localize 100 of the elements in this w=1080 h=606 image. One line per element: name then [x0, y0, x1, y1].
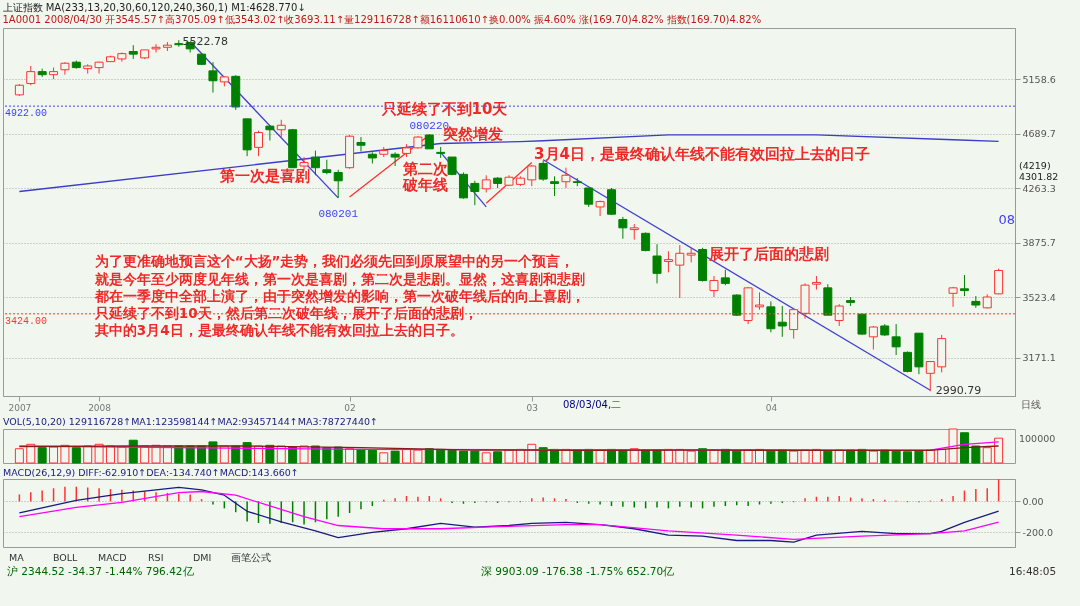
bar	[447, 449, 457, 464]
candlestick	[26, 65, 36, 86]
text: RSI	[148, 552, 164, 563]
chart-title: 上证指数 MA(233,13,20,30,60,120,240,360,1) M1:4628.770↓	[2, 2, 306, 13]
candlestick	[891, 323, 901, 356]
bar	[367, 449, 377, 464]
bar	[914, 450, 924, 464]
annotation: 08	[998, 211, 1016, 227]
y-tick-label: 0.00	[1022, 495, 1044, 507]
y-tick-label: -200.0	[1022, 526, 1054, 538]
bar	[618, 449, 628, 464]
candlestick	[959, 274, 969, 297]
candlestick	[777, 305, 787, 338]
bar	[436, 448, 446, 464]
x-tick-label: 02	[344, 402, 356, 413]
annotation: 就是今年至少两度见年线，第一次是喜剧，第二次是悲剧。显然，这喜剧和悲剧	[93, 270, 585, 287]
bar	[572, 449, 582, 464]
bar	[288, 446, 298, 464]
bar	[846, 449, 856, 464]
candlestick	[458, 172, 468, 200]
bar	[903, 451, 913, 464]
text: MA	[9, 552, 25, 563]
text: 100000	[1019, 433, 1056, 445]
bar	[880, 449, 890, 464]
candlestick	[538, 160, 548, 182]
annotation: 第二次	[401, 159, 449, 178]
bar	[37, 447, 47, 464]
text: 画笔公式	[231, 552, 271, 563]
annotation: 破年线	[401, 176, 448, 195]
chart-title: MACD(26,12,9) DIFF:-62.910↑DEA:-134.740↑MACD:143.660↑	[3, 466, 299, 478]
ref-line-label: 4922.00	[5, 108, 48, 120]
candlestick	[208, 61, 218, 94]
text: 4301.82	[1019, 171, 1059, 183]
candlestick	[994, 268, 1004, 295]
candlestick	[709, 275, 719, 298]
candlestick	[470, 180, 480, 206]
text: 日线	[1021, 399, 1041, 410]
chart-subtitle: 1A0001 2008/04/30 开3545.57↑高3705.09↑低3543.02↑收3693.11↑量129116728↑额16110610↑换0.00% 振4.60% 涨(169.70)4.82% 指数(169.70)4.82%	[2, 14, 762, 25]
bar	[356, 448, 366, 464]
y-tick-label: 5158.6	[1022, 73, 1056, 85]
candlestick	[550, 175, 560, 197]
candlestick	[663, 250, 673, 273]
x-tick-label: 04	[765, 402, 778, 413]
y-tick-label: 3523.4	[1022, 291, 1056, 303]
bar	[458, 450, 468, 464]
text: BOLL	[53, 552, 79, 563]
annotation: 其中的3月4日，是最终确认年线不能有效回拉上去的日子。	[93, 322, 464, 339]
bar	[766, 450, 776, 464]
candlestick	[925, 361, 935, 392]
bar	[71, 447, 81, 464]
text: 沪 2344.52 -34.37 -1.44% 796.42亿	[7, 565, 194, 577]
candlestick	[60, 61, 70, 76]
text: DMI	[193, 552, 212, 563]
candlestick	[265, 124, 275, 142]
y-tick-label: 4689.7	[1022, 128, 1056, 140]
text: 深 9903.09 -176.38 -1.75% 652.70亿	[481, 565, 675, 577]
x-tick-label: 03	[526, 402, 538, 413]
bar	[641, 449, 651, 464]
candlestick	[618, 216, 628, 240]
bar	[971, 445, 981, 464]
annotation: 5522.78	[182, 34, 229, 48]
candlestick	[584, 187, 594, 208]
candlestick	[94, 61, 104, 75]
y-tick-label: 3171.1	[1022, 352, 1056, 364]
y-tick-label: 4263.3	[1022, 182, 1056, 194]
candlestick	[652, 243, 662, 284]
ref-line-label: 3424.00	[5, 315, 48, 327]
candlestick	[390, 151, 400, 167]
text: 16:48:05	[1009, 565, 1057, 577]
x-tick-label: 2008	[88, 402, 112, 413]
annotation: 都在一季度中全部上演了，由于突然增发的影响，第一次破年线后的向上喜剧，	[93, 287, 585, 304]
annotation: 只延续了不到10天	[380, 99, 509, 118]
annotation: 展开了后面的悲剧	[707, 245, 829, 264]
bar	[470, 450, 480, 464]
bar	[390, 450, 400, 464]
annotation: 为了更准确地预言这个“大扬”走势，我们必须先回到原展望中的另一个预言，	[94, 253, 575, 270]
candlestick	[310, 150, 320, 176]
candlestick	[561, 167, 571, 189]
candlestick	[675, 244, 685, 299]
annotation: 080201	[318, 207, 359, 220]
y-tick-label: 3875.7	[1022, 237, 1056, 249]
chart-title: VOL(5,10,20) 129116728↑MA1:123598144↑MA2:93457144↑MA3:78727440↑	[3, 416, 378, 427]
bar	[891, 450, 901, 464]
annotation: 第一次是喜剧	[219, 167, 311, 186]
candlestick	[254, 130, 263, 157]
bar	[959, 432, 969, 464]
text: 08/03/04,二	[563, 399, 622, 410]
bar	[424, 448, 434, 464]
annotation: 3月4日，是最终确认年线不能有效回拉上去的日子	[534, 145, 870, 164]
bar	[493, 451, 503, 464]
text: (4219)	[1019, 160, 1051, 172]
candlestick	[766, 300, 776, 333]
candlestick	[151, 43, 161, 54]
candlestick	[333, 169, 343, 199]
x-tick-label: 2007	[8, 402, 32, 413]
bar	[777, 449, 787, 464]
annotation: 2990.79	[935, 384, 982, 398]
text: MACD	[98, 552, 127, 563]
bar	[732, 450, 742, 464]
annotation: 只延续了不到10天，然后第二次破年线，展开了后面的悲剧，	[93, 305, 478, 322]
